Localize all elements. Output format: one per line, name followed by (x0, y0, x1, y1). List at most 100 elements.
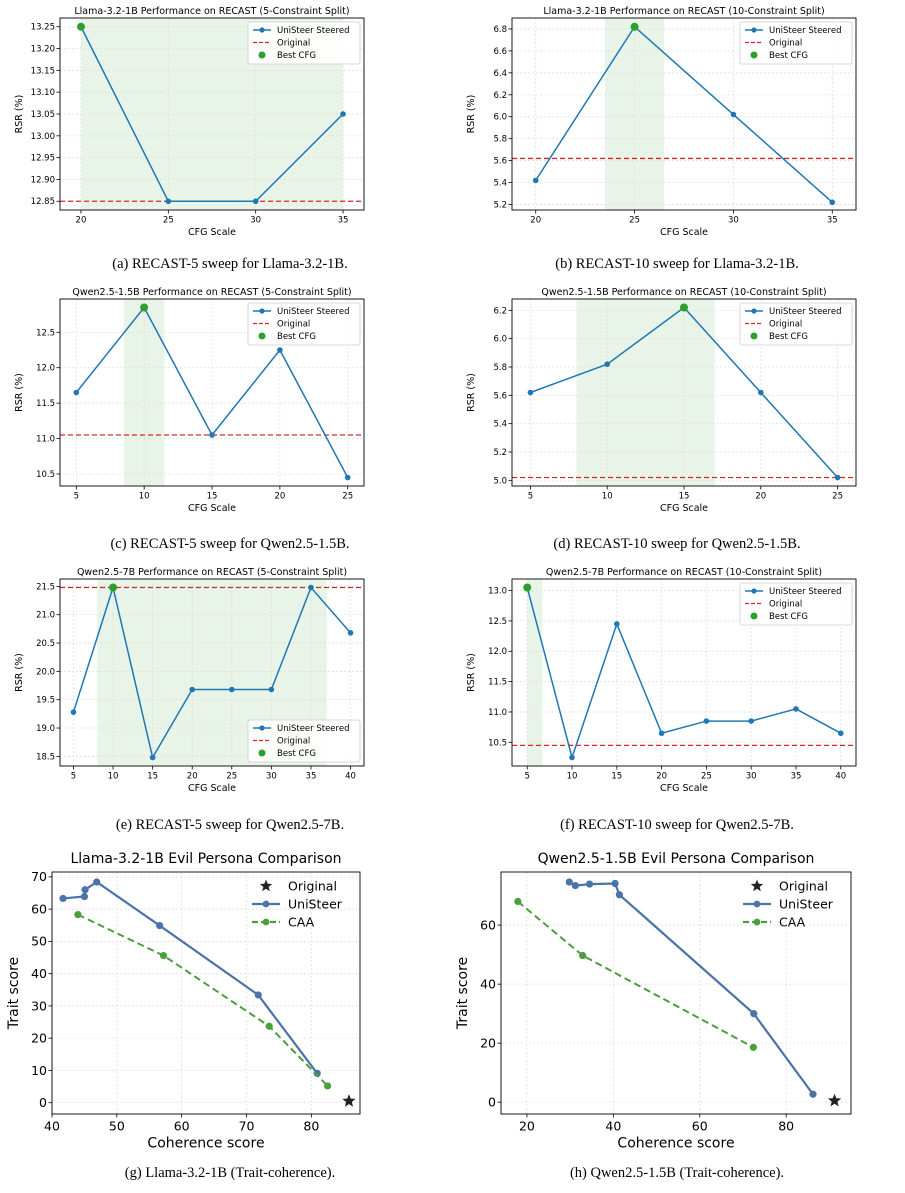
legend-label: Best CFG (277, 51, 316, 61)
optimal-cfg-band (576, 299, 715, 486)
legend-label: Original (769, 600, 802, 610)
x-tick-label: 40 (605, 1119, 621, 1134)
legend-label: CAA (288, 915, 315, 930)
x-tick-label: 10 (108, 772, 119, 782)
caa-point (749, 1043, 757, 1051)
x-tick-label: 25 (342, 492, 353, 502)
unisteer-point (344, 474, 351, 481)
x-tick-label: 5 (71, 772, 76, 782)
y-tick-label: 20 (31, 1031, 47, 1046)
caa-point (323, 1082, 332, 1090)
unisteer-line (568, 881, 814, 1095)
unisteer-point (93, 878, 101, 886)
y-tick-label: 6.6 (493, 47, 507, 57)
y-tick-label: 5.4 (493, 420, 507, 430)
x-tick-label: 15 (611, 772, 622, 782)
legend-best-swatch (750, 332, 758, 340)
caption-d: (d) RECAST-10 sweep for Qwen2.5-1.5B. (553, 536, 801, 552)
unisteer-point (565, 878, 573, 886)
legend-unisteer-marker (259, 725, 265, 731)
x-tick-label: 40 (345, 772, 356, 782)
legend-label: UniSteer Steered (277, 724, 349, 734)
unisteer-point (750, 1010, 758, 1018)
x-tick-label: 5 (74, 492, 79, 502)
x-axis-label: CFG Scale (188, 227, 236, 238)
y-tick-label: 6.4 (493, 69, 507, 79)
x-tick-label: 15 (207, 492, 218, 502)
legend-label: Best CFG (277, 332, 316, 342)
unisteer-point (703, 718, 710, 724)
caa-line (77, 913, 329, 1087)
legend-caa-marker (262, 918, 270, 926)
legend-caa-marker (753, 918, 761, 926)
chart-title: Qwen2.5-1.5B Evil Persona Comparison (538, 851, 815, 867)
y-axis-label: RSR (%) (14, 653, 25, 692)
legend-label: CAA (779, 915, 806, 930)
plot-frame (511, 298, 857, 487)
unisteer-point (532, 177, 539, 184)
legend-label: Best CFG (769, 51, 808, 61)
unisteer-point (571, 881, 579, 890)
unisteer-line (80, 26, 344, 203)
y-tick-label: 6.0 (493, 335, 507, 345)
y-tick-label: 60 (31, 901, 47, 916)
caa-line (517, 900, 754, 1049)
plot-frame (500, 871, 852, 1115)
unisteer-line (526, 587, 842, 761)
chart-b: 20 25 30 35 5.2 5.4 5.6 5.8 6.0 6.2 6.4 6.6 6.8 UniSt… (452, 0, 892, 245)
best-cfg-point (680, 303, 688, 312)
x-tick-label: 10 (567, 772, 578, 782)
x-tick-label: 40 (44, 1119, 60, 1134)
x-tick-label: 35 (306, 772, 317, 782)
legend-box (247, 719, 361, 763)
unisteer-point (809, 1090, 817, 1098)
unisteer-point (73, 389, 80, 396)
unisteer-line (72, 584, 352, 760)
y-tick-label: 10.5 (36, 470, 55, 480)
y-tick-label: 21.5 (36, 582, 55, 592)
y-tick-label: 6.2 (493, 306, 507, 316)
chart-e: 5 10 15 20 25 30 35 40 18.5 19.0 19.5 20.0 20.5 21.0 2… (0, 561, 440, 801)
plot-frame (59, 17, 365, 211)
x-tick-label: 20 (530, 216, 541, 226)
chart-a: 20 25 30 35 12.85 12.90 12.95 13.00 13.05 13.10 13… (0, 0, 440, 245)
x-tick-label: 20 (519, 1119, 535, 1134)
legend-best-swatch (258, 749, 266, 757)
caption-c: (c) RECAST-5 sweep for Qwen2.5-1.5B. (110, 536, 350, 552)
legend-original-swatch (750, 879, 764, 892)
x-axis-label: CFG Scale (660, 503, 708, 514)
y-tick-label: 5.4 (493, 179, 507, 189)
legend-box (739, 302, 853, 346)
x-tick-label: 25 (163, 216, 174, 226)
legend-label: UniSteer Steered (769, 307, 841, 317)
y-tick-label: 20 (480, 1036, 496, 1051)
unisteer-line (62, 880, 319, 1075)
y-tick-label: 11.5 (488, 678, 507, 688)
x-tick-label: 25 (226, 772, 237, 782)
unisteer-point (347, 630, 354, 636)
unisteer-point (829, 199, 836, 206)
y-tick-label: 50 (31, 934, 47, 949)
chart-f: 5 10 15 20 25 30 35 40 10.5 11.0 11.5 12.0 12.5 13.0 U… (452, 561, 892, 801)
y-tick-label: 6.2 (493, 91, 507, 101)
legend-label: UniSteer Steered (277, 26, 349, 36)
chart-title: Qwen2.5-7B Performance on RECAST (5-Cons… (77, 567, 347, 578)
y-tick-label: 12.85 (31, 197, 55, 207)
x-axis-label: CFG Scale (188, 783, 236, 794)
legend-unisteer-marker (751, 27, 757, 33)
unisteer-point (81, 886, 89, 894)
y-tick-label: 12.95 (31, 154, 55, 164)
legend-unisteer-marker (262, 900, 270, 908)
legend-label: UniSteer (288, 897, 343, 912)
x-axis-label: Coherence score (147, 1136, 264, 1152)
unisteer-point (228, 686, 235, 693)
unisteer-point (748, 718, 754, 724)
legend-label: Best CFG (277, 749, 316, 759)
best-cfg-point (76, 22, 85, 31)
y-tick-label: 12.0 (488, 647, 507, 657)
best-cfg-point (109, 583, 118, 592)
unisteer-point (730, 111, 737, 118)
y-tick-label: 19.5 (36, 696, 55, 706)
caa-point (74, 910, 82, 919)
y-tick-label: 5.6 (493, 391, 507, 401)
